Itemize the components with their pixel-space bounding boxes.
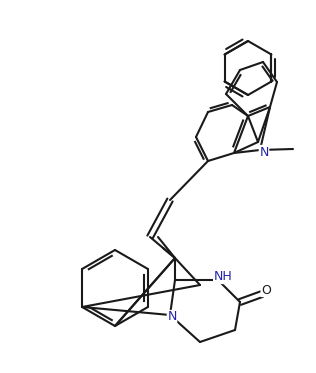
Text: NH: NH (214, 270, 232, 283)
Text: O: O (261, 283, 271, 297)
Text: N: N (167, 310, 177, 323)
Text: N: N (259, 145, 269, 159)
